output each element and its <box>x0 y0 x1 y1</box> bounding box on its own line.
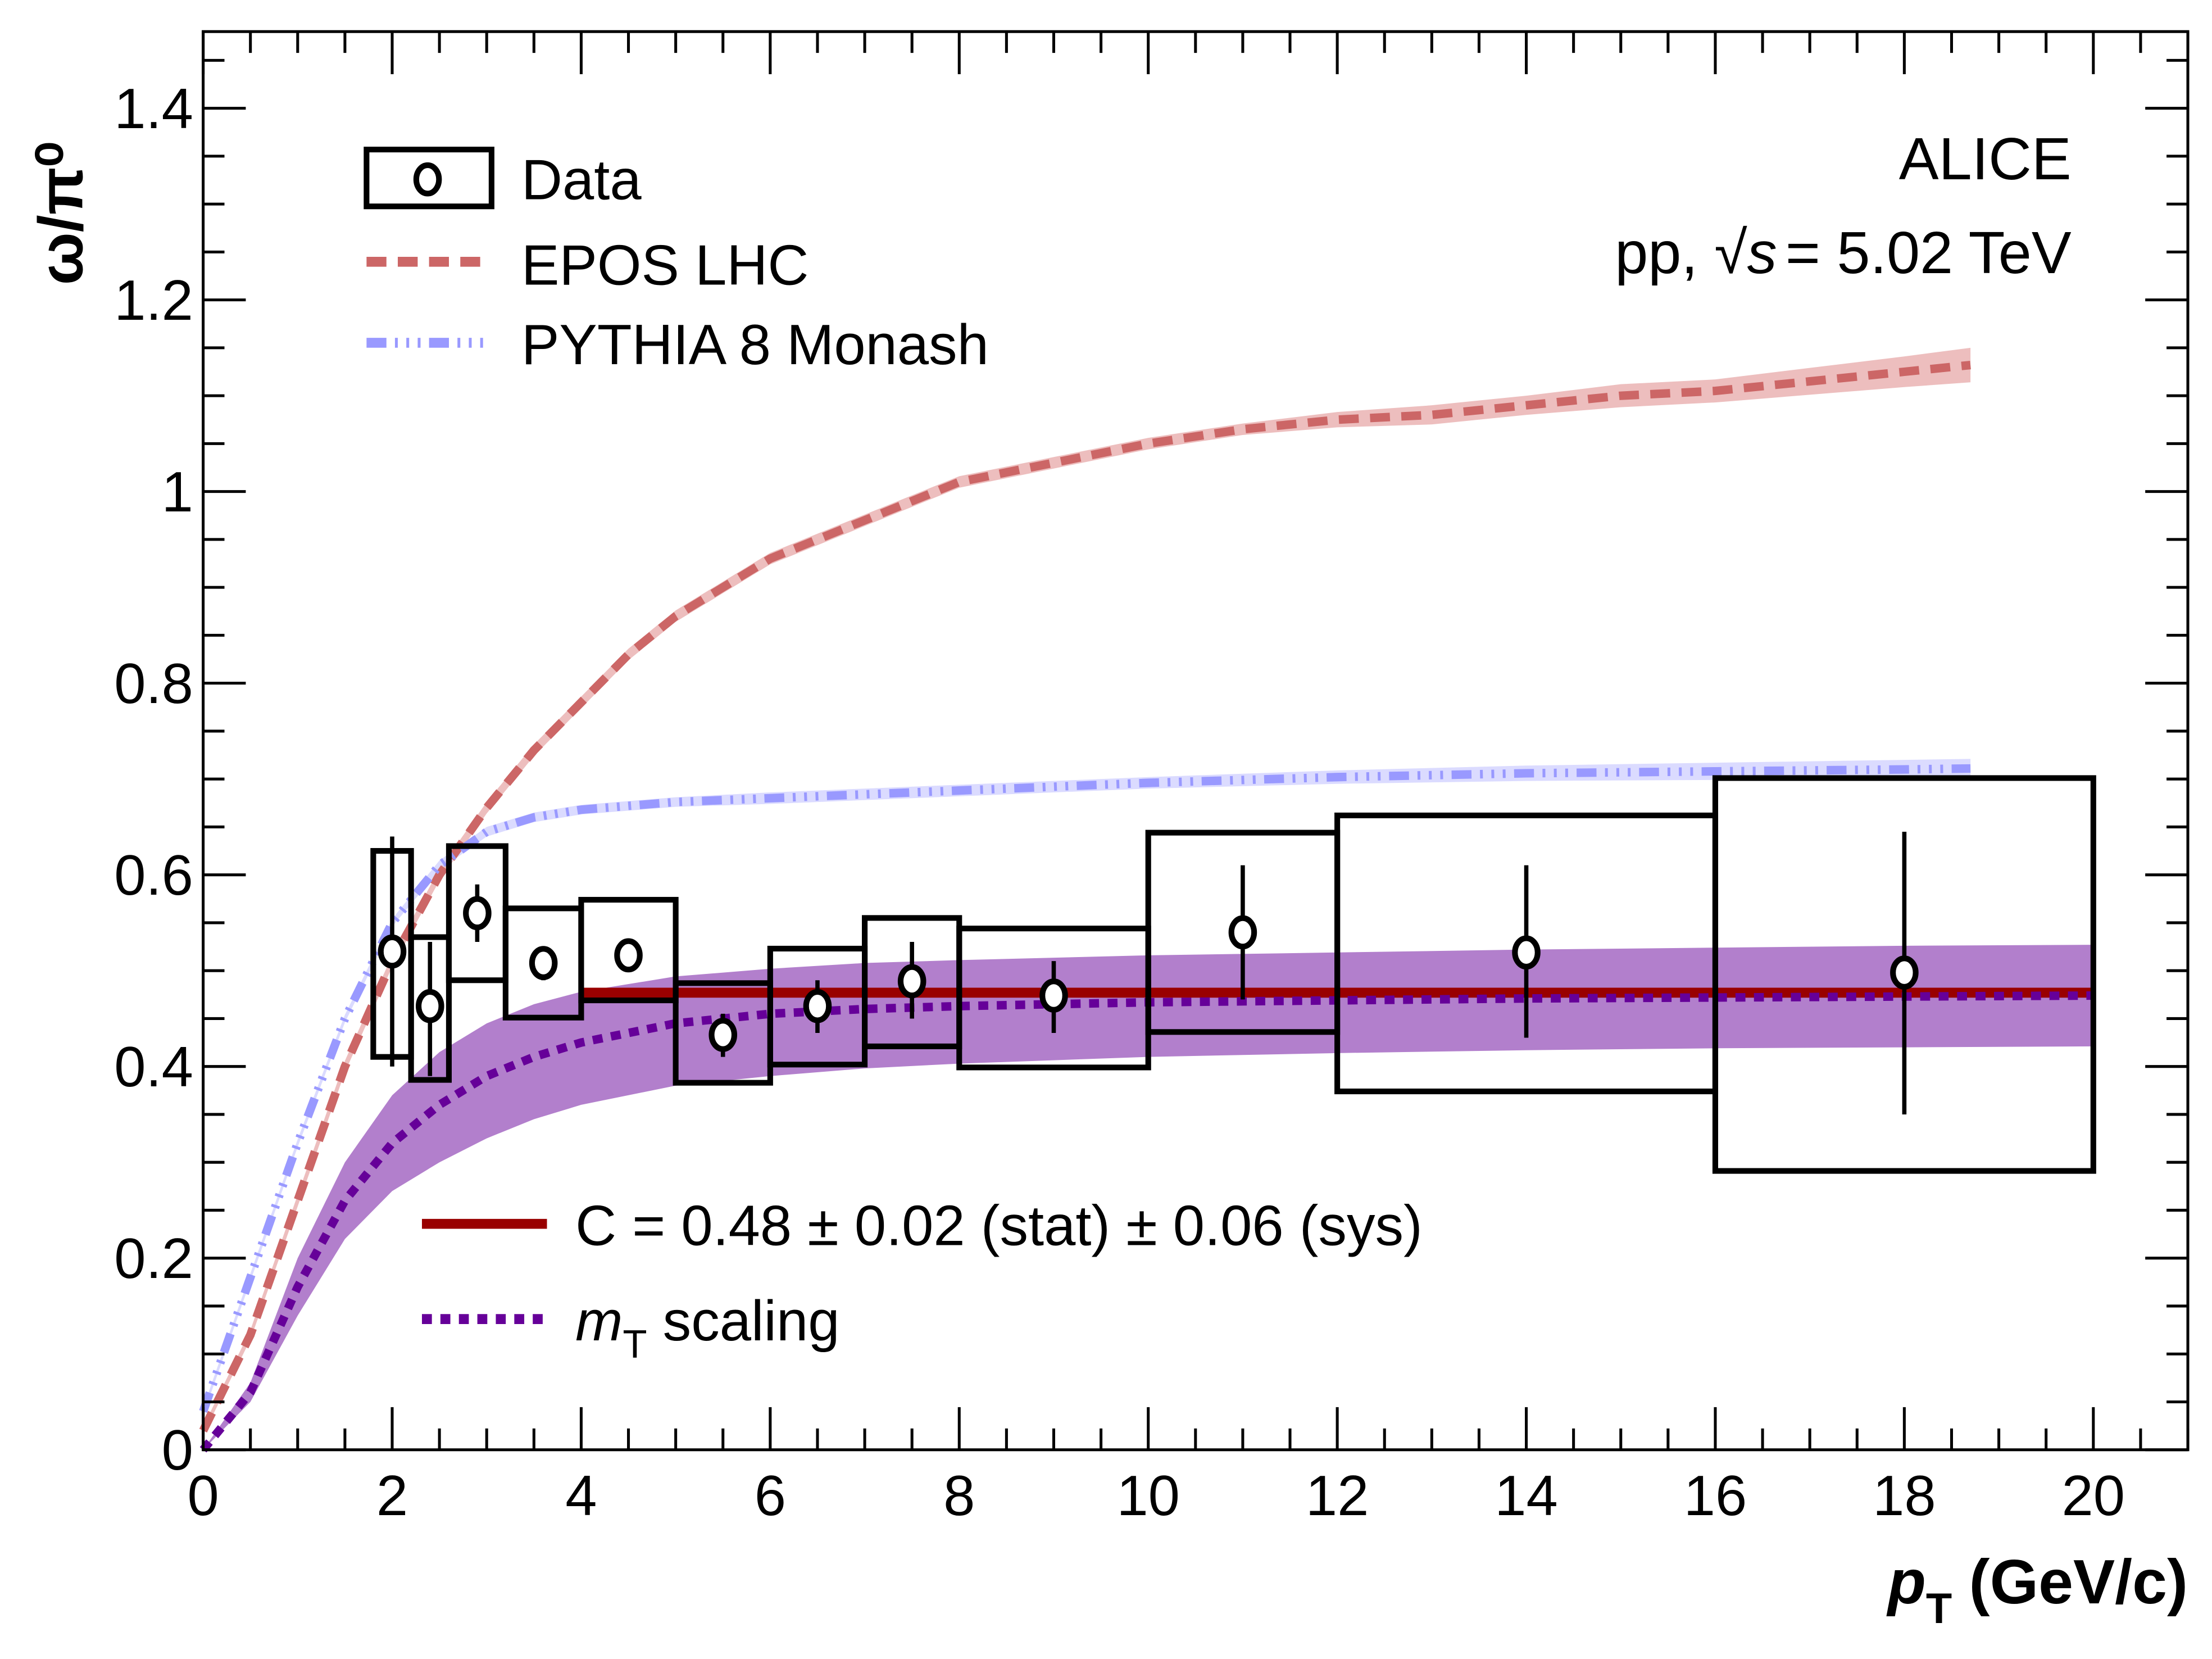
data-sys-box <box>578 896 679 1004</box>
legend-top: Data EPOS LHC PYTHIA 8 Monash <box>364 147 989 377</box>
legend-data-marker-icon <box>413 162 442 197</box>
energy-value: = 5.02 TeV <box>1786 219 2072 286</box>
y-tick-label: 0.6 <box>114 844 193 907</box>
y-axis-label: ω/π⁰ <box>26 142 96 285</box>
data-point <box>897 964 926 999</box>
x-tick-label: 12 <box>1306 1464 1369 1527</box>
tick-labels: 0 2 4 6 8 10 12 14 16 18 20 0 0.2 0.4 0.6 0.8 1 1.2 1.4 <box>114 77 2125 1527</box>
data-point <box>1039 978 1068 1013</box>
experiment-annotation: ALICE pp, √s = 5.02 TeV <box>1615 125 2072 286</box>
legend-epos-label: EPOS LHC <box>521 233 809 297</box>
axis-ticks <box>202 31 2190 1452</box>
x-axis-label-sub: T <box>1926 1585 1952 1633</box>
legend-item-pythia: PYTHIA 8 Monash <box>366 313 989 377</box>
data-point <box>708 1018 738 1052</box>
x-tick-label: 4 <box>565 1464 597 1527</box>
x-tick-label: 18 <box>1873 1464 1936 1527</box>
x-axis-label-unit: (GeV/c) <box>1969 1547 2188 1617</box>
y-tick-label: 1.4 <box>114 77 193 140</box>
y-tick-label: 1 <box>162 460 193 524</box>
system-prefix: pp, <box>1615 219 1714 286</box>
legend-data-box-icon <box>364 147 494 210</box>
legend-mt-label: mT scaling <box>575 1289 839 1366</box>
svg-text:pT(GeV/c): pT (GeV/c) <box>1886 1547 2188 1633</box>
data-point <box>416 989 444 1023</box>
collision-system-label: pp, √s = 5.02 TeV <box>1615 219 2072 286</box>
y-tick-label: 0 <box>162 1418 193 1482</box>
y-tick-label: 1.2 <box>114 269 193 332</box>
experiment-label: ALICE <box>1899 125 2072 192</box>
sqrt-icon: √ <box>1714 219 1747 286</box>
x-tick-label: 10 <box>1116 1464 1179 1527</box>
legend-item-mt-scaling: mT scaling <box>421 1289 839 1366</box>
y-tick-label: 0.4 <box>114 1035 193 1099</box>
legend-bottom: C = 0.48 ± 0.02 (stat) ± 0.06 (sys) mT s… <box>421 1194 1423 1366</box>
legend-item-data: Data <box>364 147 642 212</box>
legend-pythia-label: PYTHIA 8 Monash <box>521 313 989 377</box>
legend-fit-label: C = 0.48 ± 0.02 (stat) ± 0.06 (sys) <box>575 1194 1423 1258</box>
data-point <box>463 896 492 931</box>
data-point <box>614 938 643 973</box>
data-point <box>1890 955 1919 990</box>
x-axis-label: pT (GeV/c) <box>1886 1547 2188 1633</box>
x-tick-label: 16 <box>1684 1464 1747 1527</box>
x-tick-label: 2 <box>376 1464 408 1527</box>
data-point <box>529 946 558 980</box>
data-sys-box <box>1712 775 2096 1174</box>
data-point <box>378 934 407 969</box>
data-sys-box <box>408 934 452 1083</box>
legend-item-constant-fit: C = 0.48 ± 0.02 (stat) ± 0.06 (sys) <box>421 1194 1423 1258</box>
x-tick-label: 8 <box>943 1464 975 1527</box>
y-tick-label: 0.8 <box>114 652 193 715</box>
legend-data-label: Data <box>521 148 642 212</box>
data-point <box>1228 915 1257 950</box>
x-tick-label: 20 <box>2062 1464 2125 1527</box>
epos-lhc-line <box>199 361 1971 1433</box>
x-tick-label: 14 <box>1495 1464 1557 1527</box>
data-point <box>1512 935 1541 970</box>
pythia-8-monash-line <box>199 764 1971 1413</box>
x-tick-label: 6 <box>755 1464 786 1527</box>
legend-item-epos: EPOS LHC <box>366 233 809 297</box>
x-tick-label: 0 <box>187 1464 219 1527</box>
epos-lhc-band <box>203 347 1971 1435</box>
sqrt-s: s <box>1747 219 1777 286</box>
x-axis-label-p: p <box>1886 1547 1926 1617</box>
y-tick-label: 0.2 <box>114 1227 193 1290</box>
data-point <box>803 989 832 1023</box>
data-points <box>370 775 2096 1174</box>
